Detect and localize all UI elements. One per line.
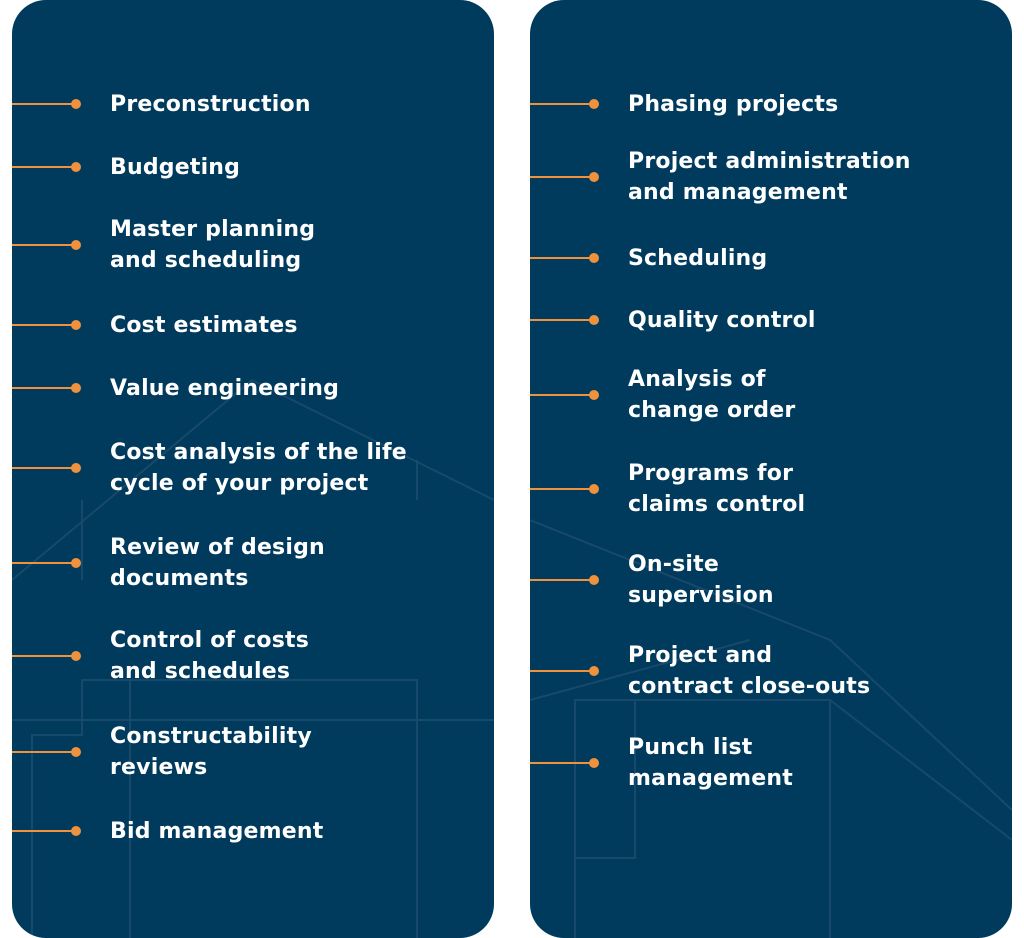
bullet-dot-icon [589,253,599,263]
connector-line [12,387,76,389]
bullet-dot-icon [71,162,81,172]
connector-line [12,103,76,105]
item-label: Review of design documents [110,535,325,591]
bullet-dot-icon [589,666,599,676]
item-label: On-site supervision [628,552,774,608]
bullet-dot-icon [71,747,81,757]
connector-line [12,467,76,469]
bullet-dot-icon [589,390,599,400]
item-label: Programs for claims control [628,461,806,517]
connector-line [12,562,76,564]
connector-line [530,176,594,178]
item-label: Control of costs and schedules [110,628,310,684]
item-label: Punch list management [628,735,793,791]
bullet-dot-icon [71,826,81,836]
item-label: Bid management [110,819,324,844]
bullet-dot-icon [589,315,599,325]
bullet-dot-icon [71,240,81,250]
bullet-dot-icon [71,383,81,393]
connector-line [530,762,594,764]
item-label: Constructability reviews [110,724,312,780]
item-label: Master planning and scheduling [110,217,316,273]
item-label: Budgeting [110,155,241,180]
connector-line [530,579,594,581]
left-services-panel: Preconstruction Budgeting Master plannin… [12,0,494,938]
connector-line [530,488,594,490]
bullet-dot-icon [71,558,81,568]
bullet-dot-icon [71,99,81,109]
item-label: Project and contract close-outs [628,643,871,699]
connector-line [530,319,594,321]
bullet-dot-icon [589,575,599,585]
connector-line [530,394,594,396]
bullet-dot-icon [71,651,81,661]
item-label: Project administration and management [628,149,911,205]
item-label: Quality control [628,308,816,333]
connector-line [530,670,594,672]
item-label: Analysis of change order [628,367,796,423]
right-services-panel: Phasing projects Project administration … [530,0,1012,938]
item-label: Phasing projects [628,92,839,117]
item-label: Scheduling [628,246,768,271]
bullet-dot-icon [71,463,81,473]
item-label: Value engineering [110,376,340,401]
connector-line [12,751,76,753]
item-label: Preconstruction [110,92,311,117]
item-label: Cost analysis of the life cycle of your … [110,440,407,496]
bullet-dot-icon [589,758,599,768]
bullet-dot-icon [589,99,599,109]
item-label: Cost estimates [110,313,298,338]
connector-line [12,166,76,168]
connector-line [530,257,594,259]
bullet-dot-icon [589,484,599,494]
connector-line [12,655,76,657]
connector-line [530,103,594,105]
bullet-dot-icon [71,320,81,330]
connector-line [12,244,76,246]
bullet-dot-icon [589,172,599,182]
connector-line [12,324,76,326]
connector-line [12,830,76,832]
